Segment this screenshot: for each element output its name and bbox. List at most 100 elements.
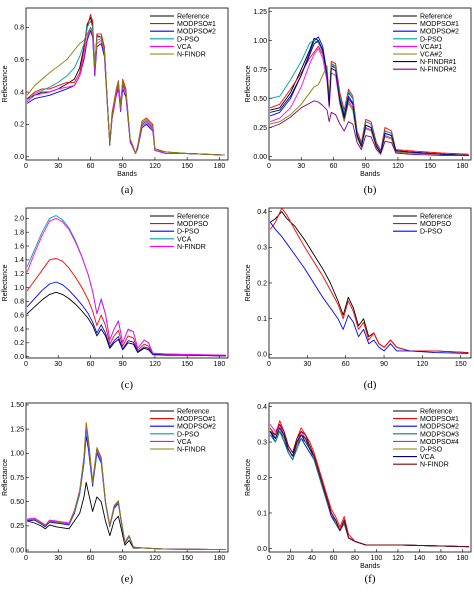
legend-entry-n-findr: N-FINDR xyxy=(177,52,206,59)
x-tick-label: 60 xyxy=(330,555,338,562)
y-tick-label: 0.50 xyxy=(10,499,24,506)
legend-entry-reference: Reference xyxy=(177,14,209,21)
y-tick-label: 0.0 xyxy=(257,352,267,359)
x-tick-label: 180 xyxy=(457,555,469,562)
legend-entry-reference: Reference xyxy=(420,14,452,21)
x-tick-label: 120 xyxy=(392,163,404,170)
x-tick-label: 180 xyxy=(214,361,226,368)
chart-panel-c: 0 30 60 90 120 150 180 0.0 0.2 0.4 0.6 0.8 1.0 1.2 1.4… xyxy=(2,207,229,391)
series-line-modpso xyxy=(26,258,226,357)
chart-panel-a: 0 30 60 90 120 150 180 0.0 0.2 0.4 0.6 0.8 Reflectan… xyxy=(2,7,229,196)
plot-frame-f xyxy=(268,402,472,553)
legend-entry-vca: VCA xyxy=(420,454,435,461)
x-tick-label: 20 xyxy=(287,555,295,562)
y-tick-label: 0.0 xyxy=(14,354,24,361)
legend-entry-modpso-1: MODPSO#1 xyxy=(177,21,216,28)
series-line-modpso xyxy=(269,208,469,354)
x-tick-label: 150 xyxy=(424,163,436,170)
y-tick-label: 1.4 xyxy=(14,257,24,264)
x-tick-label: 120 xyxy=(417,361,429,368)
legend-entry-reference: Reference xyxy=(177,214,209,221)
legend-f: ReferenceMODPSO#1MODPSO#2MODPSO#3MODPSO#… xyxy=(393,409,459,469)
legend-entry-n-findr: N-FINDR xyxy=(420,462,449,469)
legend-entry-reference: Reference xyxy=(177,409,209,416)
y-tick-label: 0.0 xyxy=(14,154,24,161)
y-tick-label: 1.00 xyxy=(10,451,24,458)
legend-entry-n-findr: N-FINDR xyxy=(177,447,206,454)
x-tick-label: 90 xyxy=(119,361,127,368)
y-tick-label: 1.50 xyxy=(10,402,24,409)
panel-caption-b: (b) xyxy=(364,184,377,196)
y-tick-label: 1.25 xyxy=(10,426,24,433)
chart-panel-d: 0 30 60 90 120 150 0.0 0.1 0.2 0.3 0.4 Reflectance R… xyxy=(245,207,472,391)
x-tick-label: 80 xyxy=(351,555,359,562)
x-axis-label: Bands xyxy=(117,171,137,178)
x-tick-label: 0 xyxy=(267,163,271,170)
y-tick-label: 0.3 xyxy=(257,439,267,446)
y-axis-label: Reflectance xyxy=(245,65,252,102)
y-tick-label: 0.6 xyxy=(14,57,24,64)
legend-entry-modpso-1: MODPSO#1 xyxy=(177,416,216,423)
x-tick-label: 100 xyxy=(371,555,383,562)
legend-entry-modpso-2: MODPSO#2 xyxy=(177,29,216,36)
series-line-d-pso xyxy=(269,40,469,156)
y-tick-label: 0.8 xyxy=(14,299,24,306)
y-tick-label: 0.1 xyxy=(257,510,267,517)
x-tick-label: 150 xyxy=(181,555,193,562)
series-line-modpso-1 xyxy=(269,45,469,155)
y-tick-label: 0.2 xyxy=(257,475,267,482)
legend-entry-modpso-2: MODPSO#2 xyxy=(177,424,216,431)
series-line-vca-2 xyxy=(269,63,469,156)
x-tick-label: 150 xyxy=(455,361,467,368)
x-tick-label: 0 xyxy=(24,163,28,170)
legend-entry-reference: Reference xyxy=(420,214,452,221)
x-tick-label: 180 xyxy=(214,163,226,170)
x-tick-label: 0 xyxy=(267,555,271,562)
y-tick-label: 0.75 xyxy=(253,67,267,74)
x-tick-label: 140 xyxy=(414,555,426,562)
y-tick-label: 0.25 xyxy=(253,125,267,132)
legend-entry-modpso-1: MODPSO#1 xyxy=(420,416,459,423)
y-tick-label: 0.4 xyxy=(257,209,267,216)
legend-entry-modpso: MODPSO xyxy=(177,221,209,228)
x-axis-label: Bands xyxy=(360,171,380,178)
legend-entry-n-findr-1: N-FINDR#1 xyxy=(420,59,457,66)
y-tick-label: 0.4 xyxy=(14,89,24,96)
y-tick-label: 0.25 xyxy=(10,523,24,530)
x-tick-label: 90 xyxy=(119,555,127,562)
series-line-reference xyxy=(26,481,226,551)
legend-entry-vca: VCA xyxy=(177,236,192,243)
y-tick-label: 0.2 xyxy=(14,340,24,347)
y-tick-label: 1.2 xyxy=(14,271,24,278)
plot-frame-d xyxy=(268,207,472,359)
panel-caption-c: (c) xyxy=(121,379,134,391)
panel-caption-f: (f) xyxy=(365,573,376,585)
y-tick-label: 0.1 xyxy=(257,316,267,323)
series-line-modpso-2 xyxy=(27,435,226,551)
panel-caption-a: (a) xyxy=(121,184,134,196)
y-tick-label: 1.25 xyxy=(253,9,267,16)
series-line-d-pso xyxy=(26,281,226,357)
legend-entry-d-pso: D-PSO xyxy=(420,447,443,454)
legend-entry-vca-2: VCA#2 xyxy=(420,52,442,59)
y-tick-label: 0.4 xyxy=(14,326,24,333)
y-tick-label: 0.3 xyxy=(257,245,267,252)
series-line-n-findr xyxy=(26,217,226,356)
y-tick-label: 0.00 xyxy=(253,154,267,161)
y-axis-label: Reflectance xyxy=(245,459,252,496)
x-tick-label: 60 xyxy=(87,163,95,170)
y-axis-label: Reflectance xyxy=(2,65,9,102)
x-tick-label: 0 xyxy=(267,361,271,368)
legend-entry-vca-1: VCA#1 xyxy=(420,44,442,51)
series-line-n-findr xyxy=(26,26,225,156)
x-tick-label: 30 xyxy=(54,555,62,562)
legend-entry-modpso-1: MODPSO#1 xyxy=(420,21,459,28)
x-tick-label: 120 xyxy=(149,555,161,562)
x-tick-label: 40 xyxy=(308,555,316,562)
y-tick-label: 0.2 xyxy=(257,280,267,287)
legend-entry-n-findr-2: N-FINDR#2 xyxy=(420,67,457,74)
y-tick-label: 0.75 xyxy=(10,475,24,482)
